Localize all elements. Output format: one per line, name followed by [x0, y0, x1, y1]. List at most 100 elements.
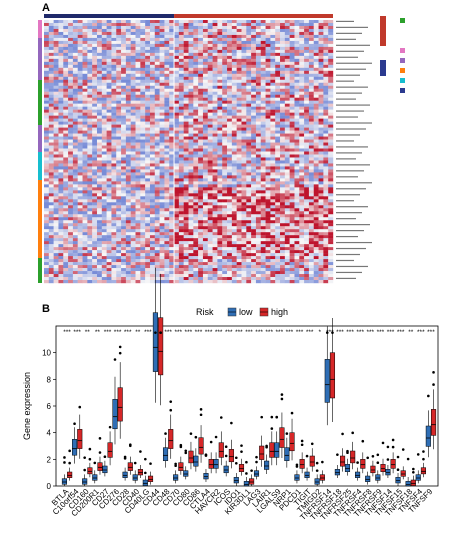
box-high — [400, 470, 406, 477]
row-label-mark — [336, 146, 368, 148]
significance-label: *** — [296, 329, 304, 336]
box-low — [385, 469, 391, 476]
outlier-point — [88, 447, 92, 451]
box-high — [208, 459, 214, 469]
box-low — [375, 474, 381, 481]
box-high — [238, 464, 245, 472]
box-high — [117, 387, 123, 422]
row-label-mark — [336, 26, 368, 28]
outlier-point — [315, 469, 319, 472]
row-group-strip — [38, 20, 42, 38]
outlier-point — [144, 457, 147, 461]
row-label-mark — [336, 32, 362, 34]
box-high — [67, 471, 73, 478]
significance-label: *** — [356, 329, 364, 336]
outlier-point — [381, 441, 385, 445]
outlier-point — [230, 421, 233, 425]
outlier-point — [224, 445, 228, 449]
outlier-point — [98, 437, 102, 440]
outlier-point — [315, 461, 319, 465]
box-low — [253, 470, 260, 477]
outlier-point — [270, 415, 274, 419]
box-high — [380, 464, 386, 472]
row-label-mark — [336, 134, 360, 136]
outlier-point — [73, 422, 76, 426]
significance-label: *** — [265, 329, 273, 336]
box-low — [122, 471, 128, 478]
box-high — [340, 455, 346, 467]
row-label-mark — [336, 253, 360, 256]
heatmap-chart — [38, 14, 405, 284]
box-high — [390, 459, 396, 469]
significance-label: *** — [195, 329, 203, 336]
box-low — [152, 312, 158, 372]
row-label-mark — [336, 128, 366, 130]
box-low — [334, 469, 340, 476]
significance-label: *** — [286, 329, 294, 336]
outlier-point — [209, 440, 213, 444]
outlier-point — [199, 413, 203, 417]
box-high — [370, 465, 376, 474]
box-low — [142, 479, 148, 486]
box-low — [355, 471, 361, 478]
outlier-point — [265, 445, 268, 449]
row-label-mark — [336, 164, 370, 166]
heatmap-legend-swatch — [400, 18, 405, 23]
significance-label: *** — [225, 329, 233, 336]
box-low — [294, 474, 300, 481]
row-label-mark — [336, 247, 366, 250]
row-label-mark — [336, 259, 354, 262]
row-group-strip — [38, 80, 42, 125]
box-low — [112, 399, 118, 430]
box-high — [360, 459, 366, 469]
row-label-mark — [336, 38, 356, 40]
outlier-point — [275, 415, 279, 419]
outlier-point — [376, 453, 380, 457]
outlier-point — [63, 456, 66, 459]
significance-label: *** — [174, 329, 182, 336]
row-group-strip — [38, 38, 42, 80]
row-label-mark — [336, 122, 372, 124]
outlier-point — [412, 470, 415, 474]
outlier-point — [240, 450, 243, 453]
outlier-point — [396, 455, 400, 459]
legend-label-high: high — [271, 307, 288, 317]
outlier-point — [154, 331, 157, 334]
box-high — [168, 429, 174, 449]
outlier-point — [184, 451, 188, 455]
box-low — [173, 474, 179, 481]
significance-label: *** — [276, 329, 284, 336]
outlier-point — [219, 416, 223, 419]
outlier-point — [123, 455, 127, 459]
box-low — [223, 465, 229, 474]
outlier-point — [179, 443, 183, 447]
box-high — [97, 462, 103, 471]
outlier-point — [396, 468, 400, 472]
box-low — [193, 455, 199, 467]
column-group-low-bar — [44, 14, 175, 18]
box-high — [228, 449, 234, 463]
significance-label: *** — [63, 329, 71, 336]
outlier-point — [422, 450, 425, 453]
box-low — [415, 474, 421, 481]
significance-label: ** — [95, 329, 101, 336]
outlier-point — [169, 400, 173, 403]
row-label-mark — [336, 188, 366, 190]
box-high — [309, 455, 315, 467]
significance-label: *** — [185, 329, 193, 336]
outlier-point — [199, 408, 203, 411]
heatmap-legend-swatch — [400, 68, 405, 73]
box-high — [269, 442, 275, 458]
row-label-mark — [336, 98, 356, 100]
outlier-point — [159, 331, 162, 334]
box-low — [92, 474, 98, 481]
y-tick-label: 4 — [47, 429, 52, 438]
column-group-high-bar — [174, 14, 333, 18]
outlier-point — [386, 458, 390, 461]
row-label-mark — [336, 277, 356, 280]
significance-label: *** — [104, 329, 112, 336]
row-label-mark — [336, 170, 364, 172]
outlier-point — [83, 456, 86, 459]
outlier-point — [270, 427, 274, 430]
outlier-point — [68, 449, 71, 453]
